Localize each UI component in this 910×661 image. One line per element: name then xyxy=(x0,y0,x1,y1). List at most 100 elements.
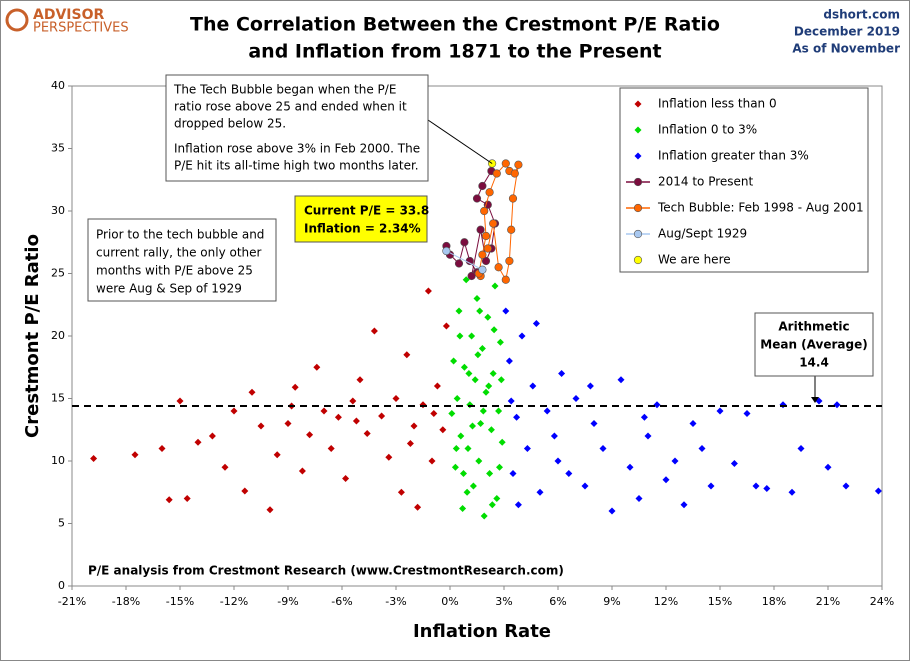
point xyxy=(455,307,463,315)
point xyxy=(698,445,706,452)
point xyxy=(397,488,405,496)
note-text: P/E hit its all-time high two months lat… xyxy=(174,159,419,173)
x-tick-label: 3% xyxy=(495,595,512,608)
point xyxy=(273,451,281,459)
legend-label: Tech Bubble: Feb 1998 - Aug 2001 xyxy=(657,201,864,215)
point xyxy=(248,388,256,396)
point xyxy=(313,363,321,371)
point xyxy=(467,271,476,281)
x-tick-label: -18% xyxy=(112,595,140,608)
current-text: Current P/E = 33.8 xyxy=(304,204,429,218)
legend xyxy=(619,87,869,273)
point xyxy=(165,496,173,504)
point xyxy=(507,397,515,405)
point xyxy=(518,332,526,340)
note-text: current rally, the only other xyxy=(96,246,262,260)
x-tick-label: 0% xyxy=(441,595,458,608)
y-tick-label: 35 xyxy=(51,142,65,155)
point xyxy=(554,457,562,465)
y-tick-label: 40 xyxy=(51,79,65,92)
point xyxy=(483,244,492,253)
y-tick-label: 10 xyxy=(51,454,65,467)
note-box xyxy=(87,218,277,302)
point xyxy=(439,426,447,434)
note-text: The Tech Bubble began when the P/E xyxy=(173,83,396,97)
point xyxy=(824,463,832,471)
x-tick-label: 18% xyxy=(762,595,786,608)
point xyxy=(465,370,473,377)
point xyxy=(581,482,589,490)
x-tick-label: 21% xyxy=(816,595,840,608)
point xyxy=(497,376,505,384)
x-tick-label: 15% xyxy=(708,595,732,608)
point xyxy=(716,407,724,415)
point xyxy=(230,407,238,415)
point xyxy=(158,445,166,452)
legend-marker xyxy=(633,177,643,187)
point xyxy=(349,397,357,405)
note-text: Inflation rose above 3% in Feb 2000. The xyxy=(174,142,420,156)
point xyxy=(469,482,477,490)
point xyxy=(514,160,523,169)
point xyxy=(482,388,490,396)
mean-box xyxy=(754,312,874,377)
point xyxy=(494,263,503,272)
point xyxy=(463,488,471,496)
x-tick-label: -9% xyxy=(277,595,298,608)
point xyxy=(462,276,470,284)
point xyxy=(590,420,598,427)
current-text: Inflation = 2.34% xyxy=(304,222,421,236)
point xyxy=(430,410,438,417)
point xyxy=(284,420,292,427)
note-text: Prior to the tech bubble and xyxy=(96,228,264,242)
point xyxy=(543,407,551,415)
point xyxy=(671,457,679,465)
point xyxy=(478,250,487,259)
x-tick-label: 6% xyxy=(549,595,566,608)
point xyxy=(433,382,441,390)
point xyxy=(487,426,495,434)
x-tick-label: -3% xyxy=(385,595,406,608)
point xyxy=(471,376,479,384)
point xyxy=(874,487,882,495)
point xyxy=(291,383,299,391)
point xyxy=(476,225,485,234)
x-tick-label: -15% xyxy=(166,595,194,608)
footnote: P/E analysis from Crestmont Research (ww… xyxy=(88,564,564,578)
point xyxy=(410,422,418,430)
mean-value: 14.4 xyxy=(799,356,829,370)
point xyxy=(453,395,461,402)
point xyxy=(469,422,476,430)
legend-label: 2014 to Present xyxy=(658,175,754,189)
x-tick-label: 24% xyxy=(870,595,894,608)
legend-label: Inflation less than 0 xyxy=(658,97,777,111)
point xyxy=(510,169,519,178)
point xyxy=(414,503,422,511)
point xyxy=(460,238,469,247)
y-tick-label: 20 xyxy=(51,329,65,342)
point xyxy=(306,431,314,439)
legend-label: Aug/Sept 1929 xyxy=(658,227,747,241)
point xyxy=(485,188,494,197)
logo xyxy=(5,8,29,32)
point xyxy=(707,482,715,490)
point xyxy=(456,332,464,340)
point xyxy=(486,470,494,477)
point xyxy=(529,382,537,390)
point xyxy=(363,430,371,437)
point xyxy=(495,407,503,415)
point xyxy=(489,219,498,228)
note-text: were Aug & Sep of 1929 xyxy=(96,282,242,296)
point xyxy=(454,259,464,268)
point xyxy=(424,287,432,295)
current-box xyxy=(294,195,428,243)
x-tick-label: -6% xyxy=(331,595,352,608)
point xyxy=(662,476,670,484)
source: December 2019 xyxy=(794,25,900,39)
point xyxy=(490,326,498,334)
y-tick-label: 5 xyxy=(58,517,65,530)
legend-marker xyxy=(634,126,642,134)
y-axis-title: Crestmont P/E Ratio xyxy=(22,234,43,438)
point xyxy=(472,194,482,203)
